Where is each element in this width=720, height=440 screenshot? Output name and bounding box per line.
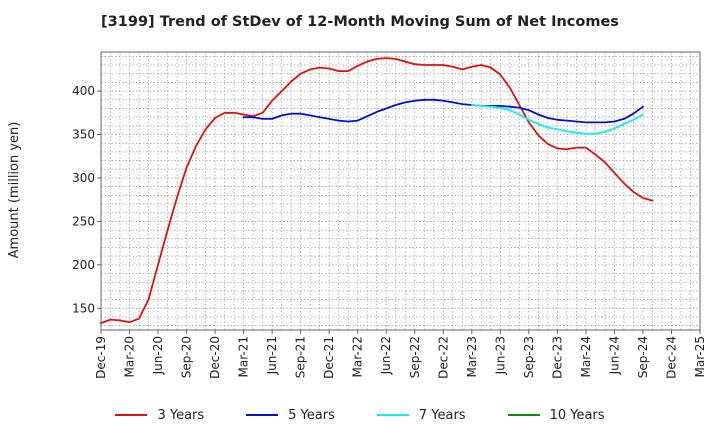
x-tick-label: Jun-23: [493, 336, 507, 375]
x-tick-label: Dec-19: [94, 336, 108, 379]
legend-swatch: [115, 414, 148, 416]
legend-swatch: [507, 414, 540, 416]
x-tick-label: Jun-21: [265, 336, 279, 375]
x-tick-label: Mar-25: [693, 336, 707, 377]
x-tick-label: Dec-23: [550, 336, 564, 379]
legend-item-10-years: 10 Years: [507, 404, 605, 426]
series-line-3-years: [100, 57, 654, 325]
x-tick-label: Dec-22: [436, 336, 450, 379]
legend-swatch: [246, 414, 279, 416]
x-tick-label: Sep-20: [180, 336, 194, 378]
y-tick-label: 400: [72, 84, 95, 98]
x-tick-label: Sep-22: [408, 336, 422, 378]
legend-label: 10 Years: [549, 407, 605, 423]
x-tick-label: Jun-24: [607, 336, 621, 375]
x-tick-label: Sep-21: [294, 336, 308, 378]
plot-frame: [100, 51, 701, 331]
x-tick-label: Dec-24: [664, 336, 678, 379]
x-tick-label: Jun-20: [151, 336, 165, 375]
x-tick-label: Dec-21: [322, 336, 336, 379]
legend-swatch: [376, 414, 409, 416]
grid-layer: [101, 52, 700, 330]
series-line-7-years: [470, 104, 644, 135]
y-tick-label: 250: [72, 214, 95, 228]
x-tick-label: Dec-20: [208, 336, 222, 379]
x-tick-label: Sep-24: [636, 336, 650, 378]
legend-item-3-years: 3 Years: [115, 404, 204, 426]
legend-label: 7 Years: [418, 407, 466, 423]
x-tick-label: Mar-20: [123, 336, 137, 377]
chart-title: [3199] Trend of StDev of 12-Month Moving…: [101, 14, 619, 30]
x-tick-label: Mar-23: [465, 336, 479, 377]
y-tick-label: 300: [72, 171, 95, 185]
axis-layer: 150 200 250 300 350 400 Dec-19 Mar-20 Jun-20 Sep-…: [72, 51, 707, 379]
x-tick-label: Sep-23: [522, 336, 536, 378]
legend-label: 5 Years: [288, 407, 335, 423]
series-line-5-years: [242, 98, 644, 124]
series-layer: [100, 57, 654, 325]
x-tick-label: Mar-22: [351, 336, 365, 377]
legend-item-7-years: 7 Years: [376, 404, 466, 426]
x-tick-label: Mar-24: [579, 336, 593, 377]
y-axis-title: Amount (million yen): [7, 122, 22, 259]
legend-item-5-years: 5 Years: [246, 404, 335, 426]
y-tick-label: 200: [72, 258, 95, 272]
x-tick-label: Mar-21: [237, 336, 251, 377]
y-tick-label: 350: [72, 128, 95, 142]
y-tick-label: 150: [72, 301, 95, 315]
legend-label: 3 Years: [157, 407, 205, 423]
legend: 3 Years 5 Years 7 Years 10 Years: [0, 404, 720, 426]
x-tick-label: Jun-22: [379, 336, 393, 375]
